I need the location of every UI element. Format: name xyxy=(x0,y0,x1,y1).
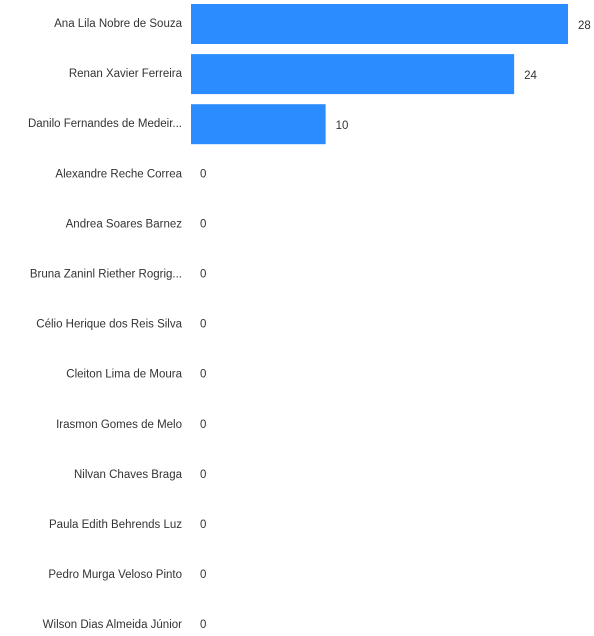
category-label: Paula Edith Behrends Luz xyxy=(49,519,182,531)
data-label: 0 xyxy=(200,419,206,431)
category-label: Ana Lila Nobre de Souza xyxy=(54,18,182,30)
data-label: 24 xyxy=(524,70,537,82)
category-label: Cleiton Lima de Moura xyxy=(66,369,182,381)
category-label: Nilvan Chaves Braga xyxy=(74,469,183,481)
bars-layer xyxy=(191,4,568,145)
data-label: 0 xyxy=(200,269,206,281)
data-label: 0 xyxy=(200,168,206,180)
bar[interactable] xyxy=(191,104,326,145)
data-label: 10 xyxy=(336,120,349,132)
category-label: Alexandre Reche Correa xyxy=(55,168,182,180)
category-label: Irasmon Gomes de Melo xyxy=(56,419,182,431)
data-label: 0 xyxy=(200,519,206,531)
value-labels-layer: 28 24 10 0 0 0 0 0 0 0 0 0 0 xyxy=(200,20,591,631)
data-label: 28 xyxy=(578,20,591,32)
bar[interactable] xyxy=(191,54,515,95)
data-label: 0 xyxy=(200,569,206,581)
category-label: Célio Herique dos Reis Silva xyxy=(36,319,182,331)
category-label: Bruna Zaninl Riether Rogrig... xyxy=(30,269,182,281)
data-label: 0 xyxy=(200,469,206,481)
category-labels-layer: Ana Lila Nobre de Souza Renan Xavier Ferr… xyxy=(28,18,183,631)
data-label: 0 xyxy=(200,218,206,230)
category-label: Pedro Murga Veloso Pinto xyxy=(48,569,182,581)
data-label: 0 xyxy=(200,319,206,331)
bar[interactable] xyxy=(191,4,568,44)
data-label: 0 xyxy=(200,369,206,381)
data-label: 0 xyxy=(200,619,206,631)
category-label: Danilo Fernandes de Medeir... xyxy=(28,118,182,130)
category-label: Wilson Dias Almeida Júnior xyxy=(43,619,183,631)
category-label: Renan Xavier Ferreira xyxy=(69,68,183,80)
category-label: Andrea Soares Barnez xyxy=(66,218,183,230)
